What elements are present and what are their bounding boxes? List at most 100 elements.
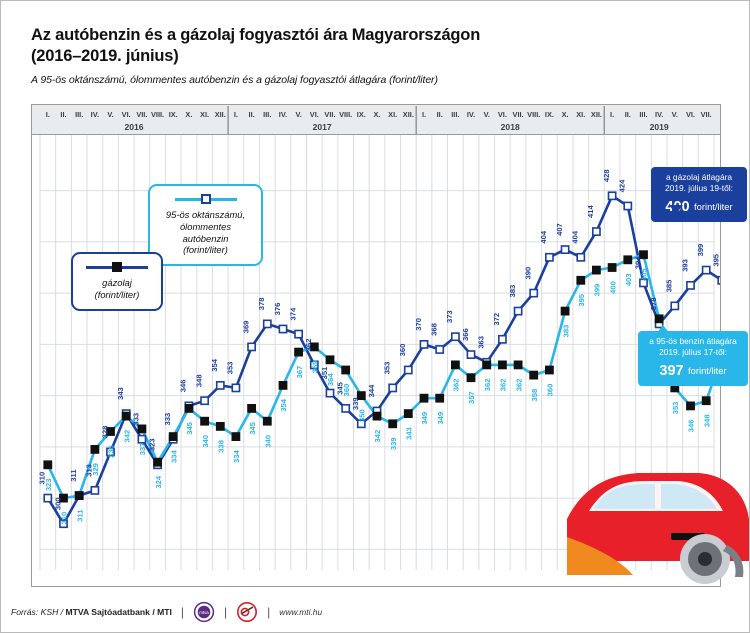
- svg-text:342: 342: [122, 430, 131, 443]
- svg-text:373: 373: [445, 310, 454, 323]
- page-title-line2: (2016–2019. június): [31, 47, 179, 66]
- svg-text:349: 349: [436, 412, 445, 425]
- svg-text:374: 374: [288, 307, 297, 320]
- svg-text:393: 393: [680, 259, 689, 272]
- page-title: Az autóbenzin és a gázolaj fogyasztói ár…: [31, 25, 631, 67]
- footer-url: www.mti.hu: [279, 607, 323, 617]
- svg-text:395: 395: [577, 293, 586, 306]
- svg-text:XI.: XI.: [388, 110, 397, 119]
- svg-text:I.: I.: [422, 110, 426, 119]
- svg-text:424: 424: [618, 179, 627, 192]
- svg-text:340: 340: [201, 435, 210, 448]
- svg-text:405: 405: [640, 268, 649, 281]
- svg-text:343: 343: [405, 427, 414, 440]
- svg-text:370: 370: [414, 318, 423, 331]
- svg-text:II.: II.: [437, 110, 443, 119]
- svg-text:342: 342: [373, 430, 382, 443]
- svg-text:351: 351: [320, 366, 329, 379]
- x-axis-band: [32, 105, 720, 135]
- callout-gazolaj-unit: forint/liter: [694, 200, 733, 212]
- callout-benzin-value: 397: [659, 362, 684, 379]
- svg-text:357: 357: [467, 391, 476, 404]
- svg-text:360: 360: [342, 384, 351, 397]
- svg-text:VI.: VI.: [498, 110, 507, 119]
- svg-text:IV.: IV.: [91, 110, 99, 119]
- svg-text:390: 390: [524, 267, 533, 280]
- svg-text:IV.: IV.: [655, 110, 663, 119]
- svg-text:IX.: IX.: [545, 110, 554, 119]
- svg-text:IX.: IX.: [357, 110, 366, 119]
- svg-text:344: 344: [367, 384, 376, 397]
- svg-text:II.: II.: [249, 110, 255, 119]
- svg-text:378: 378: [649, 298, 658, 311]
- svg-text:VIII.: VIII.: [151, 110, 164, 119]
- svg-text:362: 362: [452, 379, 461, 392]
- svg-text:VI.: VI.: [310, 110, 319, 119]
- legend-benzin-line1: 95-ös oktánszámú,: [165, 209, 246, 220]
- svg-text:358: 358: [530, 389, 539, 402]
- svg-text:334: 334: [232, 450, 241, 463]
- svg-text:X.: X.: [374, 110, 381, 119]
- svg-text:XII.: XII.: [591, 110, 602, 119]
- svg-text:383: 383: [561, 325, 570, 338]
- svg-text:340: 340: [263, 435, 272, 448]
- svg-text:VIII.: VIII.: [339, 110, 352, 119]
- svg-text:329: 329: [91, 463, 100, 476]
- svg-text:2017: 2017: [313, 122, 332, 132]
- svg-text:V.: V.: [484, 110, 490, 119]
- svg-text:VII.: VII.: [513, 110, 524, 119]
- callout-benzin-tail: [656, 325, 670, 334]
- svg-text:369: 369: [311, 361, 320, 374]
- svg-text:324: 324: [154, 475, 163, 488]
- svg-text:368: 368: [429, 323, 438, 336]
- callout-benzin-line2: 2019. július 17-től:: [659, 347, 727, 358]
- svg-text:III.: III.: [639, 110, 647, 119]
- legend-gazolaj-marker: [112, 262, 122, 272]
- svg-text:310: 310: [38, 472, 47, 485]
- callout-gazolaj-line1: a gázolaj átlagára: [665, 172, 733, 182]
- legend-benzin-line2: ólommentes: [179, 220, 232, 232]
- mti-logo-icon: [237, 602, 258, 622]
- callout-gazolaj: a gázolaj átlagára 2019. július 19-től: …: [651, 167, 747, 223]
- page-title-line1: Az autóbenzin és a gázolaj fogyasztói ár…: [31, 26, 481, 44]
- svg-text:323: 323: [147, 438, 156, 451]
- svg-text:333: 333: [163, 413, 172, 426]
- svg-text:V.: V.: [672, 110, 678, 119]
- svg-text:385: 385: [665, 279, 674, 292]
- svg-text:414: 414: [586, 205, 595, 218]
- svg-text:IX.: IX.: [169, 110, 178, 119]
- svg-text:400: 400: [608, 281, 617, 294]
- callout-benzin-unit: forint/liter: [688, 364, 727, 376]
- svg-text:360: 360: [546, 384, 555, 397]
- svg-text:323: 323: [44, 478, 53, 491]
- svg-text:XII.: XII.: [403, 110, 414, 119]
- svg-text:348: 348: [702, 414, 711, 427]
- svg-text:395: 395: [712, 253, 720, 266]
- svg-text:353: 353: [671, 402, 680, 415]
- svg-text:404: 404: [539, 230, 548, 243]
- svg-text:348: 348: [194, 374, 203, 387]
- svg-text:2019: 2019: [650, 122, 669, 132]
- car-illustration-icon: [567, 473, 749, 584]
- legend-gazolaj-swatch: [79, 261, 155, 273]
- svg-text:XI.: XI.: [576, 110, 585, 119]
- svg-text:345: 345: [248, 421, 257, 434]
- svg-text:353: 353: [382, 362, 391, 375]
- callout-gazolaj-line2: 2019. július 19-től:: [665, 183, 733, 194]
- svg-text:311: 311: [75, 509, 84, 522]
- callout-gazolaj-tail: [669, 205, 683, 214]
- svg-text:310: 310: [60, 512, 69, 525]
- svg-text:V.: V.: [295, 110, 301, 119]
- svg-text:346: 346: [179, 380, 188, 393]
- svg-text:407: 407: [555, 223, 564, 236]
- svg-text:362: 362: [304, 339, 313, 352]
- svg-text:338: 338: [216, 440, 225, 453]
- footer-source-prefix: Forrás: KSH /: [11, 607, 66, 617]
- svg-text:I.: I.: [234, 110, 238, 119]
- svg-text:354: 354: [210, 358, 219, 371]
- svg-text:336: 336: [107, 445, 116, 458]
- footer-divider-2: |: [224, 605, 228, 619]
- svg-text:2018: 2018: [501, 122, 520, 132]
- legend-benzin-label: 95-ös oktánszámú, ólommentes autóbenzin …: [156, 209, 255, 256]
- svg-text:XII.: XII.: [215, 110, 226, 119]
